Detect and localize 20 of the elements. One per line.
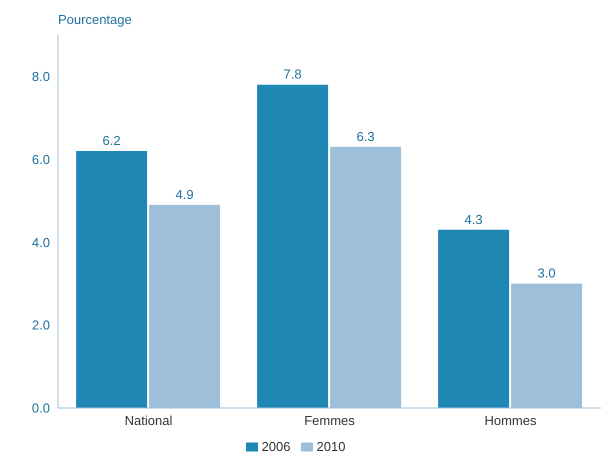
y-axis-title: Pourcentage (58, 12, 132, 27)
y-tick-label: 0.0 (32, 400, 50, 416)
data-label: 4.3 (464, 212, 483, 227)
legend-label: 2010 (316, 439, 346, 454)
data-label: 3.0 (538, 266, 556, 281)
bar (438, 230, 510, 408)
y-tick-label: 8.0 (32, 69, 50, 84)
y-tick-label: 2.0 (32, 318, 50, 333)
data-label: 7.8 (284, 66, 302, 82)
legend-label: 2006 (262, 439, 290, 454)
x-tick-label: National (124, 413, 172, 428)
x-tick-label: Femmes (304, 413, 356, 428)
data-label: 4.9 (176, 186, 194, 202)
y-tick-label: 4.0 (32, 234, 50, 250)
bar (76, 151, 148, 408)
x-tick-label: Hommes (484, 413, 537, 428)
data-label: 6.3 (356, 128, 375, 144)
data-label: 6.2 (102, 133, 121, 148)
y-tick-label: 6.0 (32, 152, 50, 167)
bar (257, 84, 328, 408)
